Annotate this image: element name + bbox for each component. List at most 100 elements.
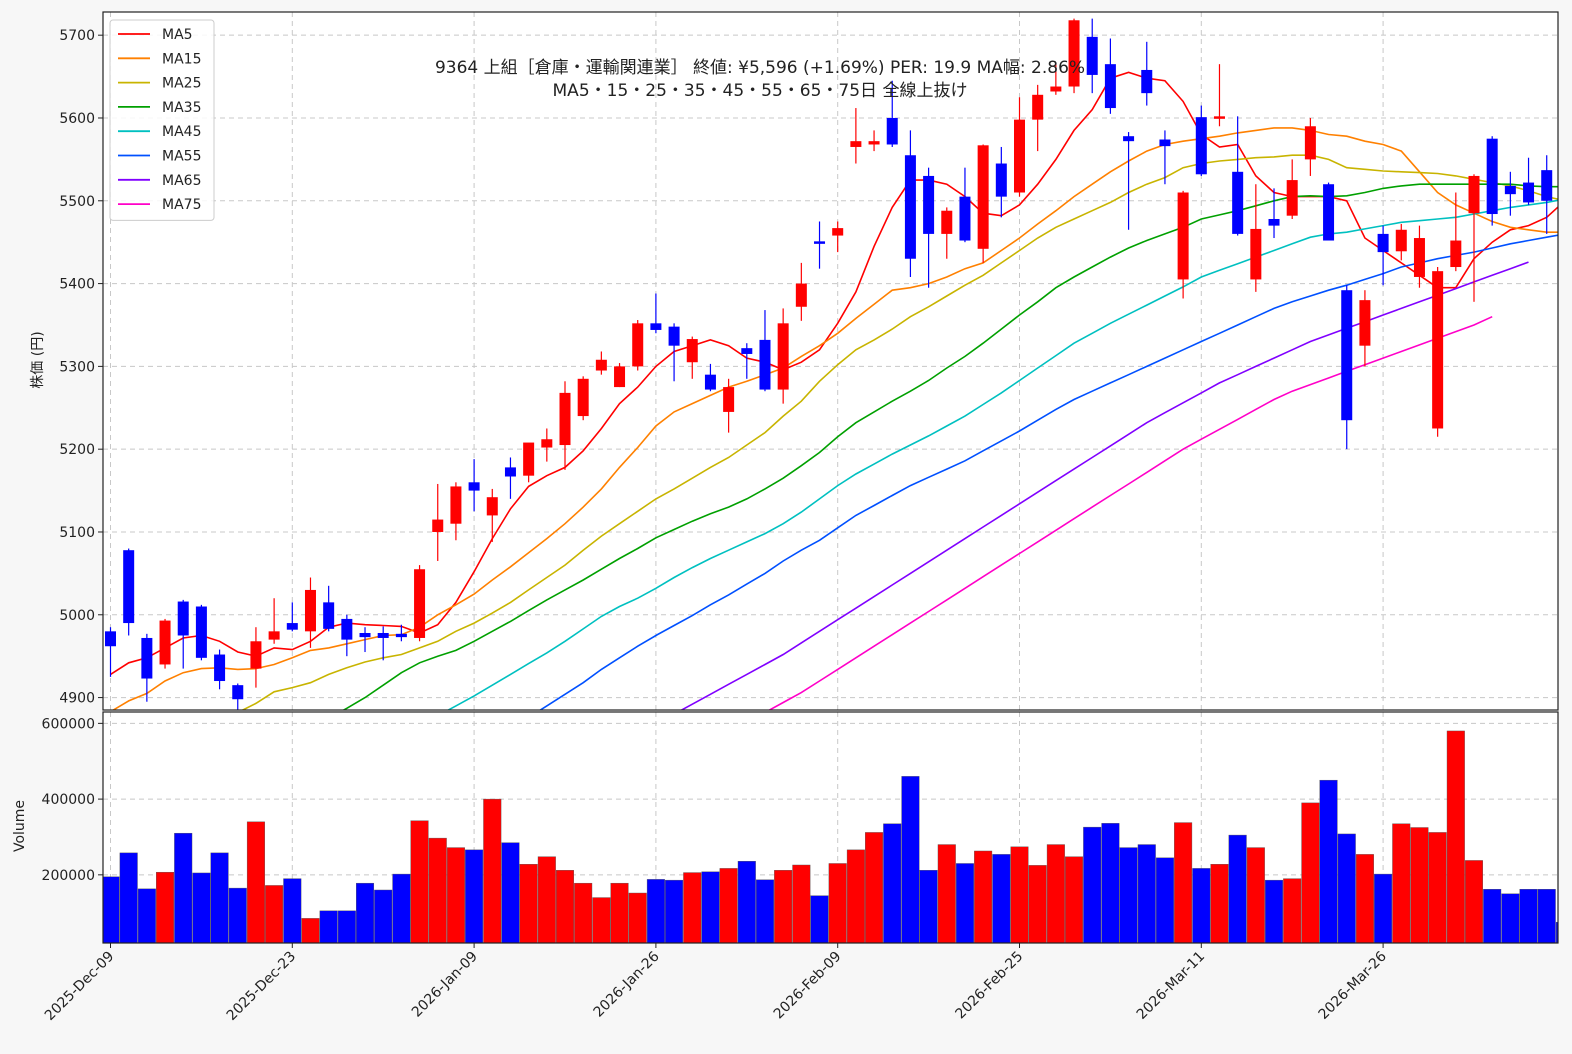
chart-title-line1: 9364 上組［倉庫・運輸関連業］ 終値: ¥5,596 (+1.69%) PE… — [435, 58, 1085, 78]
volume-bar — [920, 870, 938, 943]
volume-bar — [102, 877, 120, 943]
volume-bar — [574, 883, 592, 943]
volume-bar — [138, 889, 156, 943]
price-tick-label: 5600 — [59, 111, 95, 127]
volume-bar — [1483, 889, 1501, 943]
volume-bar — [1447, 731, 1465, 943]
candle-body — [1505, 186, 1516, 194]
candle-body — [341, 619, 352, 640]
volume-bar — [538, 857, 556, 943]
price-tick-label: 4900 — [59, 691, 95, 707]
volume-bar — [356, 883, 374, 943]
volume-bar — [1156, 858, 1174, 943]
candle-body — [705, 375, 716, 390]
volume-bar — [974, 851, 992, 943]
volume-bar — [374, 890, 392, 943]
volume-bar — [1102, 823, 1120, 943]
candle-body — [832, 228, 843, 235]
legend-label: MA25 — [162, 76, 201, 92]
candle-body — [1305, 126, 1316, 159]
candle-body — [578, 379, 589, 416]
candle — [578, 376, 589, 420]
legend-label: MA55 — [162, 149, 201, 165]
candle-body — [1323, 184, 1334, 240]
volume-bar — [938, 845, 956, 943]
volume-bar — [883, 824, 901, 943]
volume-bar — [1502, 894, 1520, 943]
candle — [414, 565, 425, 641]
candle-body — [1523, 183, 1534, 203]
volume-tick-label: 400000 — [42, 792, 95, 808]
candle-body — [669, 327, 680, 346]
candle-body — [505, 467, 516, 476]
volume-bar — [447, 848, 465, 943]
candle-body — [1396, 230, 1407, 252]
volume-bar — [1320, 780, 1338, 943]
volume-bar — [1283, 879, 1301, 943]
price-tick-label: 5300 — [59, 359, 95, 375]
volume-bar — [1356, 854, 1374, 943]
candle-body — [1469, 176, 1480, 213]
volume-tick-label: 200000 — [42, 868, 95, 884]
candle-body — [1087, 37, 1098, 75]
candle-body — [414, 569, 425, 638]
candle-body — [1487, 139, 1498, 214]
candle-body — [887, 118, 898, 144]
candle-body — [269, 631, 280, 639]
candle — [1432, 267, 1443, 437]
candle-body — [978, 145, 989, 248]
candle — [160, 619, 171, 669]
volume-bar — [847, 850, 865, 943]
candle-body — [141, 638, 152, 679]
candle — [1487, 136, 1498, 225]
volume-bar — [1392, 824, 1410, 943]
volume-bar — [393, 874, 411, 943]
candle-body — [360, 633, 371, 637]
candle-body — [923, 176, 934, 234]
candle-body — [1032, 95, 1043, 120]
candle-body — [1014, 120, 1025, 193]
price-tick-label: 5000 — [59, 608, 95, 624]
legend-label: MA65 — [162, 173, 201, 189]
volume-bar — [720, 868, 738, 943]
price-tick-label: 5200 — [59, 442, 95, 458]
candle-body — [723, 387, 734, 412]
volume-tick-label: 600000 — [42, 716, 95, 732]
volume-bar — [502, 843, 520, 943]
candle-body — [778, 323, 789, 389]
candle — [614, 363, 625, 387]
volume-bar — [1211, 864, 1229, 943]
candle-body — [178, 602, 189, 636]
volume-bar — [902, 776, 920, 943]
candle-body — [1178, 193, 1189, 280]
volume-bar — [1120, 848, 1138, 943]
volume-bar — [1302, 803, 1320, 943]
candle-body — [1341, 290, 1352, 420]
candle-body — [105, 631, 116, 646]
volume-bar — [1065, 857, 1083, 943]
price-axis-label: 株価 (円) — [30, 331, 46, 388]
candle — [1069, 19, 1080, 94]
candle-body — [378, 633, 389, 638]
volume-bar — [229, 888, 247, 943]
candle-body — [959, 197, 970, 241]
candle-body — [396, 634, 407, 637]
volume-bar — [211, 853, 229, 943]
candle — [632, 320, 643, 371]
candle — [1323, 183, 1334, 241]
legend-label: MA15 — [162, 51, 201, 67]
candle-body — [1196, 117, 1207, 174]
volume-bar — [1374, 874, 1392, 943]
volume-bar — [865, 832, 883, 943]
candle-body — [796, 284, 807, 307]
volume-bar — [556, 870, 574, 943]
candle-body — [487, 497, 498, 515]
volume-bar — [1011, 847, 1029, 943]
volume-bar — [593, 898, 611, 943]
volume-bar — [193, 873, 211, 943]
candle-body — [432, 520, 443, 532]
candle-body — [614, 366, 625, 387]
volume-bar — [1229, 835, 1247, 943]
candle-body — [1105, 64, 1116, 108]
